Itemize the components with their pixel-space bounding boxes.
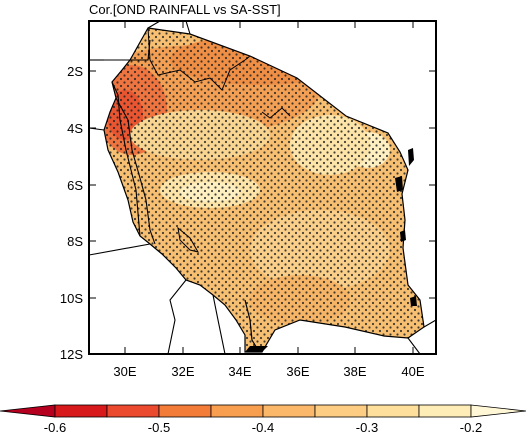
lake-nyasa-south-fill	[245, 346, 268, 352]
colorbar-bin	[262, 404, 316, 418]
colorbar-bin	[210, 404, 264, 418]
lon-tick-label: 34E	[228, 364, 251, 379]
lat-tick-label: 4S	[67, 121, 83, 136]
latitude-labels: 2S 4S 6S 8S 10S 12S	[60, 64, 83, 362]
colorbar	[0, 404, 526, 418]
map-frame	[88, 20, 437, 355]
colorbar-bin	[54, 404, 108, 418]
colorbar-label: -0.6	[44, 420, 66, 435]
zanzibar-island	[395, 176, 403, 192]
colorbar-label: -0.5	[148, 420, 170, 435]
lake-victoria-shoreline	[147, 27, 291, 119]
lat-tick-label: 2S	[67, 64, 83, 79]
axis-ticks	[89, 21, 436, 355]
colorbar-min-triangle	[0, 404, 56, 418]
mafia-island	[400, 230, 406, 242]
lon-tick-label: 32E	[171, 364, 194, 379]
colorbar-label: -0.2	[460, 420, 482, 435]
colorbar-label: -0.4	[252, 420, 274, 435]
lake-tanganyika-west-shore	[111, 81, 141, 237]
pemba-island	[408, 148, 414, 166]
colorbar-label: -0.3	[356, 420, 378, 435]
country-borders	[89, 21, 436, 354]
lake-rukwa	[177, 226, 200, 253]
colorbar-bin	[366, 404, 420, 418]
lat-tick-label: 10S	[60, 291, 83, 306]
lat-tick-label: 6S	[67, 178, 83, 193]
longitude-labels: 30E 32E 34E 36E 38E 40E	[113, 364, 424, 379]
coastal-islet	[410, 296, 417, 306]
lon-tick-label: 40E	[401, 364, 424, 379]
colorbar-bin	[158, 404, 212, 418]
colorbar-bin	[418, 404, 472, 418]
colorbar-bin	[314, 404, 368, 418]
lat-tick-label: 8S	[67, 234, 83, 249]
plot-title: Cor.[OND RAINFALL vs SA-SST]	[89, 2, 281, 17]
lake-tanganyika	[115, 97, 156, 245]
lon-tick-label: 38E	[343, 364, 366, 379]
colorbar-bin	[106, 404, 160, 418]
lat-tick-label: 12S	[60, 347, 83, 362]
lon-tick-label: 30E	[113, 364, 136, 379]
colorbar-max-triangle	[470, 404, 526, 418]
lon-tick-label: 36E	[286, 364, 309, 379]
colorbar-labels: -0.6 -0.5 -0.4 -0.3 -0.2	[44, 420, 482, 435]
